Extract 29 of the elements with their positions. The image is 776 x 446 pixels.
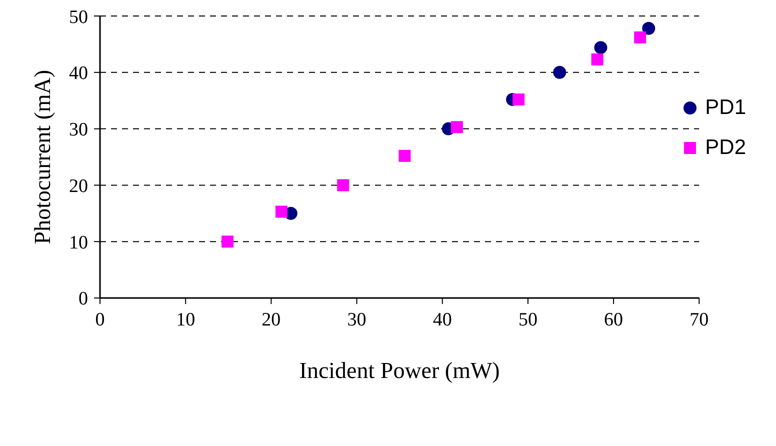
y-tick-label: 40: [69, 63, 88, 84]
x-tick-label: 20: [262, 309, 281, 330]
x-tick-label: 60: [604, 309, 624, 330]
legend-label: PD2: [705, 136, 746, 160]
point: [642, 22, 656, 35]
point: [634, 31, 646, 44]
x-tick-label: 40: [432, 309, 452, 330]
point: [553, 66, 566, 79]
legend-label: PD1: [705, 96, 746, 120]
point: [594, 41, 608, 54]
point: [450, 121, 463, 134]
x-axis-title: Incident Power (mW): [299, 358, 500, 383]
x-tick-label: 0: [95, 309, 105, 330]
point: [591, 53, 604, 66]
y-axis-title: Photocurrent (mA): [30, 70, 56, 244]
y-tick-label: 20: [69, 176, 88, 197]
point: [398, 150, 411, 162]
x-tick-label: 50: [518, 309, 538, 330]
point: [275, 206, 288, 218]
point: [512, 93, 525, 106]
x-tick-label: 70: [690, 309, 709, 330]
point: [337, 179, 350, 192]
y-tick-label: 50: [69, 6, 88, 28]
y-tick-label: 30: [69, 120, 88, 141]
y-tick-label: 10: [69, 232, 88, 254]
y-tick-label: 0: [78, 288, 88, 310]
point: [222, 236, 234, 248]
x-tick-label: 10: [176, 309, 196, 330]
x-tick-label: 30: [347, 309, 366, 330]
